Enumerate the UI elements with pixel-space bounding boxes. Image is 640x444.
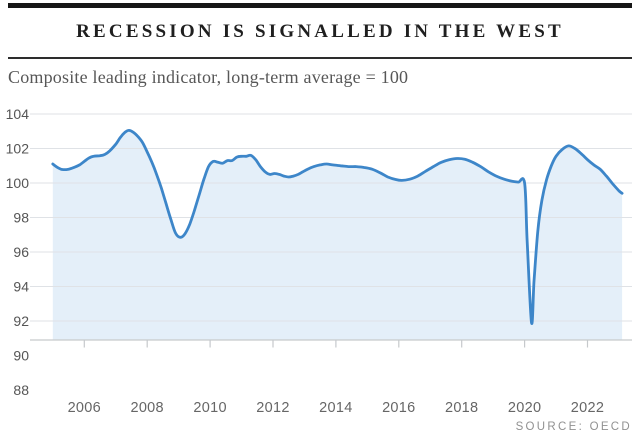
x-axis [30, 339, 632, 348]
x-axis-label-2018: 2018 [445, 400, 478, 416]
indicator-line [51, 129, 624, 325]
y-axis-label-90: 90 [13, 348, 29, 364]
y-axis-label-104: 104 [6, 106, 30, 122]
x-axis-labels: 2006 2008 2010 2012 2014 2016 2018 2020 2022 [68, 400, 604, 416]
y-axis-label-100: 100 [6, 175, 30, 191]
title-divider [8, 57, 632, 59]
gridlines [30, 113, 632, 322]
x-axis-label-2022: 2022 [571, 400, 604, 416]
y-axis-label-88: 88 [13, 382, 29, 398]
x-axis-label-2010: 2010 [193, 400, 226, 416]
x-axis-label-2012: 2012 [256, 400, 289, 416]
x-axis-label-2020: 2020 [508, 400, 541, 416]
y-axis-label-98: 98 [13, 210, 29, 226]
x-axis-label-2014: 2014 [319, 400, 352, 416]
chart-subtitle: Composite leading indicator, long-term a… [8, 67, 409, 87]
cli-series-line [51, 129, 624, 325]
y-axis-label-92: 92 [13, 313, 29, 329]
source-credit: SOURCE: OECD [515, 421, 632, 433]
y-axis-label-96: 96 [13, 244, 29, 260]
x-axis-label-2006: 2006 [68, 400, 101, 416]
y-axis-label-94: 94 [13, 279, 29, 295]
x-axis-label-2008: 2008 [130, 400, 163, 416]
y-axis-labels: 104 102 100 98 96 94 92 90 88 [6, 106, 30, 398]
top-rule [8, 3, 632, 8]
y-axis-label-102: 102 [6, 141, 30, 157]
chart-title: RECESSION IS SIGNALLED IN THE WEST [76, 21, 564, 42]
x-axis-label-2016: 2016 [382, 400, 415, 416]
